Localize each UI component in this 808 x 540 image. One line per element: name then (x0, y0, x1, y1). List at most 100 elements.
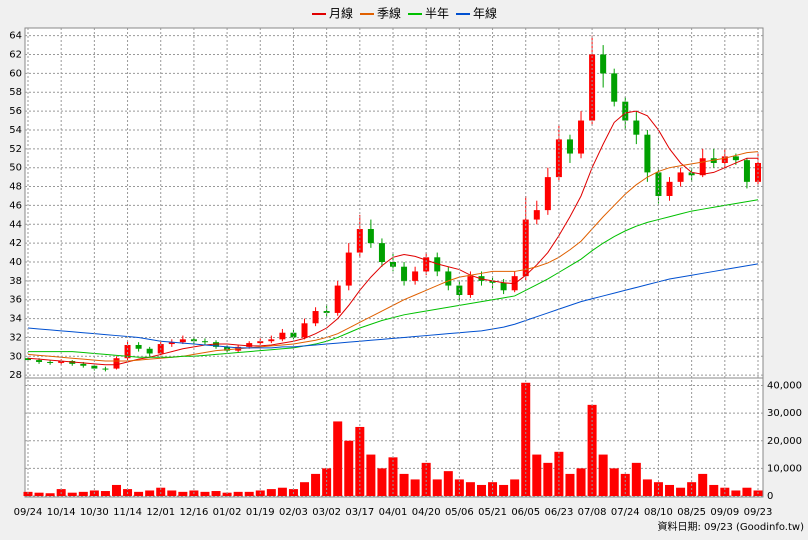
x-tick-label: 02/03 (279, 507, 308, 518)
candle-body (345, 252, 352, 286)
candle-body (445, 271, 452, 286)
candle-body (732, 156, 739, 161)
candle-body (323, 311, 330, 313)
volume-bar (731, 490, 741, 496)
candle-body (312, 311, 319, 324)
volume-bar (631, 462, 641, 496)
candle-body (91, 365, 98, 369)
candle-body (578, 120, 585, 154)
x-tick-label: 09/23 (744, 507, 773, 518)
candle-body (124, 344, 131, 359)
x-tick-label: 12/01 (146, 507, 175, 518)
candle-body (566, 139, 573, 154)
candle-body (544, 177, 551, 211)
volume-bar (665, 484, 675, 496)
x-tick-label: 07/08 (578, 507, 607, 518)
x-tick-label: 06/23 (544, 507, 573, 518)
volume-bar (698, 473, 708, 496)
y-tick-label: 64 (9, 31, 22, 42)
volume-bar (45, 493, 55, 496)
candle-body (25, 358, 31, 361)
y-tick-label: 60 (9, 68, 22, 79)
volume-bar (465, 482, 475, 496)
candle-body (36, 360, 43, 362)
volume-bar (576, 468, 586, 496)
volume-bar (244, 491, 254, 496)
x-tick-label: 06/05 (511, 507, 540, 518)
volume-bar (156, 487, 166, 496)
candle-body (246, 343, 253, 347)
candle-body (80, 363, 87, 366)
x-tick-label: 05/21 (478, 507, 507, 518)
volume-bar (366, 454, 376, 496)
volume-bar (587, 404, 597, 496)
volume-bar (34, 492, 44, 496)
volume-bar (167, 490, 177, 496)
x-tick-label: 12/16 (179, 507, 208, 518)
y-tick-label: 56 (9, 106, 22, 117)
y-tick-label: 52 (9, 144, 22, 155)
y-tick-label: 34 (9, 314, 22, 325)
y-tick-label: 32 (9, 332, 22, 343)
volume-bar (421, 462, 431, 496)
y-tick-label: 30 (9, 351, 22, 362)
candle-body (334, 285, 341, 313)
volume-bar (510, 479, 520, 496)
x-tick-label: 01/19 (246, 507, 275, 518)
candle-body (611, 73, 618, 102)
volume-bar (443, 471, 453, 496)
footer: 資料日期: 09/23 (Goodinfo.tw) (657, 520, 804, 533)
volume-bar (543, 462, 553, 496)
y-tick-label: 40,000 (767, 381, 802, 392)
volume-bar (222, 492, 232, 496)
volume-bar (277, 487, 287, 496)
y-tick-label: 30,000 (767, 408, 802, 419)
candle-body (533, 210, 540, 220)
candle-body (743, 160, 750, 182)
price-panel (24, 27, 764, 379)
volume-bar (200, 491, 210, 496)
y-tick-label: 48 (9, 182, 22, 193)
x-tick-label: 01/02 (213, 507, 242, 518)
candle-body (146, 348, 153, 354)
volume-bar (322, 468, 332, 496)
x-tick-label: 07/24 (611, 507, 640, 518)
y-tick-label: 10,000 (767, 463, 802, 474)
x-tick-label: 11/14 (113, 507, 142, 518)
candle-body (699, 158, 706, 176)
volume-bar (67, 492, 77, 496)
volume-bar (499, 484, 509, 496)
candle-body (721, 156, 728, 163)
volume-bar (311, 473, 321, 496)
candle-body (677, 172, 684, 182)
x-tick-label: 04/20 (412, 507, 441, 518)
legend-label: 季線 (377, 6, 401, 21)
y-tick-label: 42 (9, 238, 22, 249)
candle-body (666, 181, 673, 196)
candle-body (367, 228, 374, 244)
legend-label: 半年 (425, 7, 449, 21)
x-tick-label: 08/10 (644, 507, 673, 518)
x-tick-label: 03/02 (312, 507, 341, 518)
y-tick-label: 54 (9, 125, 22, 136)
volume-bar (333, 421, 343, 496)
volume-bar (521, 382, 531, 496)
y-tick-label: 46 (9, 200, 22, 211)
volume-bar (532, 454, 542, 496)
candle-body (257, 341, 264, 344)
volume-bar (300, 482, 310, 496)
legend-label: 年線 (473, 6, 497, 21)
candle-body (201, 341, 208, 343)
y-tick-label: 44 (9, 219, 22, 230)
candle-body (622, 101, 629, 121)
volume-bar (642, 479, 652, 496)
volume-bar (609, 468, 619, 496)
ma-line (27, 263, 759, 349)
candle-body (135, 344, 142, 349)
volume-bar (676, 487, 686, 496)
volume-bar (565, 473, 575, 496)
candle-body (378, 243, 385, 262)
volume-bar (344, 440, 354, 496)
y-tick-label: 20,000 (767, 436, 802, 447)
